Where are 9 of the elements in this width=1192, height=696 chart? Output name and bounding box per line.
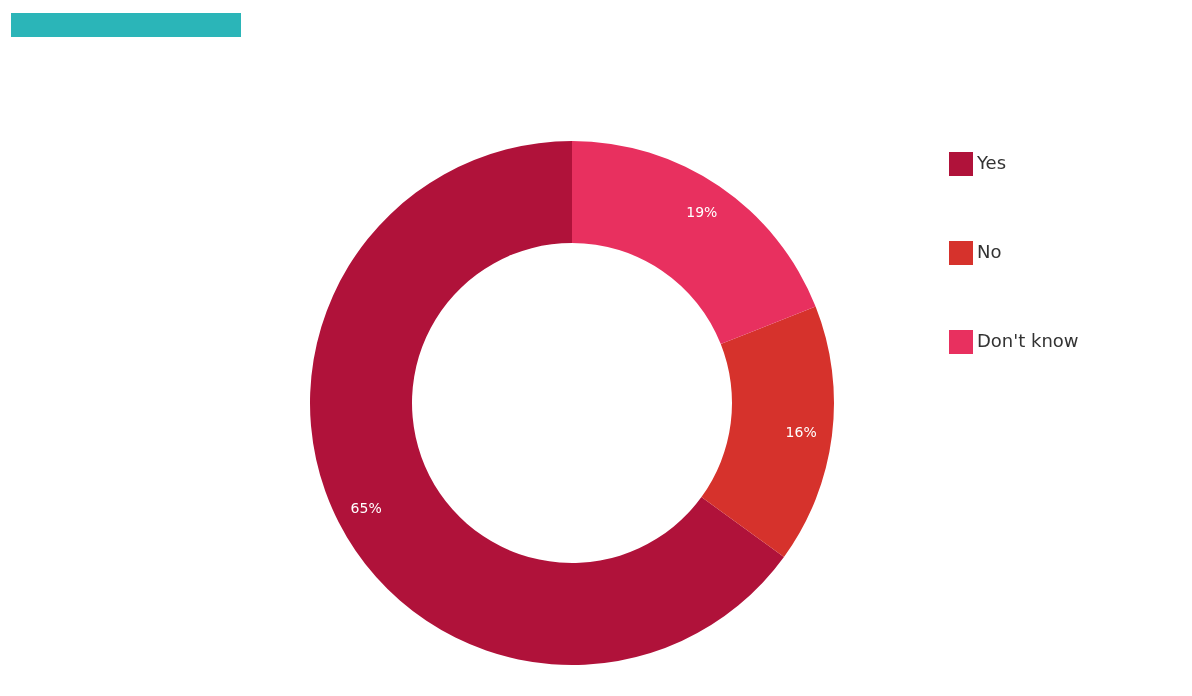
legend-label: Yes (977, 152, 1007, 173)
data-label: 19% (686, 203, 718, 220)
donut-slice (572, 141, 816, 345)
data-label: 16% (785, 423, 817, 440)
legend-label: Don't know (977, 330, 1079, 351)
donut-slice (310, 141, 784, 665)
data-label: 65% (350, 499, 382, 516)
legend-label: No (977, 241, 1002, 262)
donut-slice (701, 306, 834, 557)
